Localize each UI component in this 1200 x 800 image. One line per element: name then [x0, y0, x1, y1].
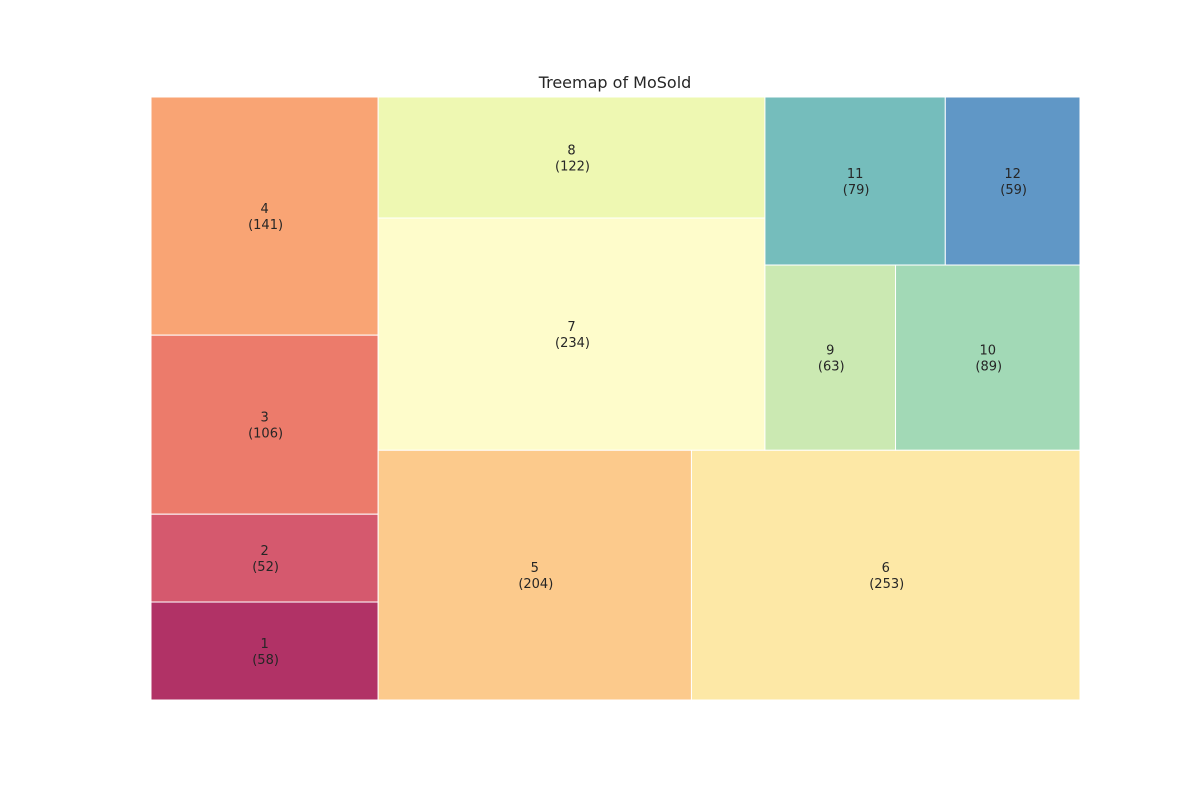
tile-value-11: (79)	[843, 183, 870, 198]
tile-value-6: (253)	[869, 577, 904, 592]
chart-title: Treemap of MoSold	[538, 73, 692, 92]
treemap-tile-2	[150, 513, 379, 603]
tile-label-2: 2	[260, 544, 268, 559]
tile-value-7: (234)	[555, 336, 590, 351]
tile-label-8: 8	[567, 144, 575, 159]
tile-label-1: 1	[260, 637, 268, 652]
tile-label-4: 4	[260, 202, 268, 217]
tile-value-10: (89)	[975, 360, 1002, 375]
tile-value-4: (141)	[248, 218, 283, 233]
tile-label-7: 7	[567, 320, 575, 335]
tile-label-6: 6	[882, 561, 890, 576]
treemap-tile-6	[690, 449, 1081, 701]
treemap-tile-10	[895, 264, 1081, 451]
tile-value-5: (204)	[518, 577, 553, 592]
tile-value-3: (106)	[248, 427, 283, 442]
tile-label-10: 10	[979, 344, 996, 359]
treemap-tile-5	[377, 449, 692, 701]
tile-value-8: (122)	[555, 160, 590, 175]
tile-label-3: 3	[260, 411, 268, 426]
tile-label-12: 12	[1004, 167, 1021, 182]
treemap-tile-12	[944, 96, 1081, 266]
treemap-tile-1	[150, 601, 379, 701]
tile-value-12: (59)	[1000, 183, 1027, 198]
tile-value-1: (58)	[252, 653, 279, 668]
treemap-tile-8	[377, 96, 766, 219]
treemap-tile-4	[150, 96, 379, 336]
tile-label-5: 5	[531, 561, 539, 576]
tile-label-9: 9	[826, 344, 834, 359]
treemap-tile-3	[150, 334, 379, 515]
tile-label-11: 11	[847, 167, 864, 182]
treemap-tile-7	[377, 217, 766, 451]
tile-value-2: (52)	[252, 560, 279, 575]
tile-value-9: (63)	[818, 360, 845, 375]
treemap-tiles: 4(141) 3(106) 2(52) 1(58) 5(204) 6(253) 8(122)…	[150, 96, 1081, 701]
